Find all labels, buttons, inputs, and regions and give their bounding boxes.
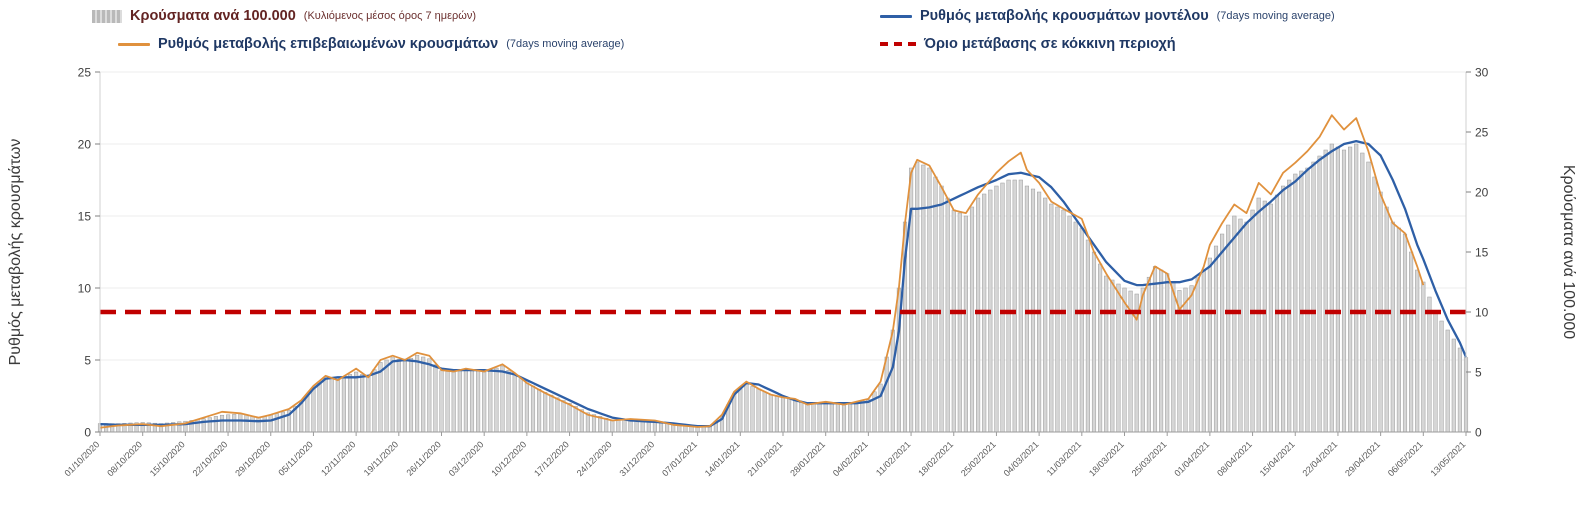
svg-text:06/05/2021: 06/05/2021 [1386, 439, 1425, 478]
svg-text:30: 30 [1475, 66, 1489, 80]
gridlines [100, 71, 1466, 433]
legend-item-threshold: Όριο μετάβασης σε κόκκινη περιοχή [880, 36, 1176, 52]
svg-text:29/10/2020: 29/10/2020 [233, 439, 272, 478]
svg-text:15: 15 [78, 210, 92, 224]
svg-text:17/12/2020: 17/12/2020 [532, 439, 571, 478]
svg-text:28/01/2021: 28/01/2021 [788, 439, 827, 478]
svg-text:15: 15 [1475, 246, 1489, 260]
legend-bars-sub: (Κυλιόμενος μέσος όρος 7 ημερών) [303, 10, 476, 22]
svg-text:15/10/2020: 15/10/2020 [148, 439, 187, 478]
svg-text:18/03/2021: 18/03/2021 [1087, 439, 1126, 478]
svg-text:25/02/2021: 25/02/2021 [959, 439, 998, 478]
right-axis-title: Κρούσματα ανά 100.000 [1560, 165, 1577, 339]
svg-text:20: 20 [1475, 186, 1489, 200]
legend-confirmed-sub: (7days moving average) [506, 38, 625, 50]
legend-threshold-label: Όριο μετάβασης σε κόκκινη περιοχή [924, 36, 1176, 52]
svg-text:25: 25 [1475, 126, 1489, 140]
svg-text:08/10/2020: 08/10/2020 [105, 439, 144, 478]
svg-text:29/04/2021: 29/04/2021 [1343, 439, 1382, 478]
svg-text:10: 10 [78, 282, 92, 296]
legend-item-confirmed: Ρυθμός μεταβολής επιβεβαιωμένων κρουσμάτ… [118, 36, 624, 52]
svg-text:01/10/2020: 01/10/2020 [62, 439, 101, 478]
legend-model-sub: (7days moving average) [1216, 10, 1335, 22]
svg-text:0: 0 [84, 426, 91, 440]
svg-text:04/03/2021: 04/03/2021 [1002, 439, 1041, 478]
legend-item-bars: Κρούσματα ανά 100.000 (Κυλιόμενος μέσος … [92, 8, 476, 24]
model-line-swatch-icon [880, 14, 912, 18]
confirmed-line-swatch-icon [118, 42, 150, 46]
svg-text:15/04/2021: 15/04/2021 [1258, 439, 1297, 478]
svg-text:21/01/2021: 21/01/2021 [745, 439, 784, 478]
legend-model-label: Ρυθμός μεταβολής κρουσμάτων μοντέλου [920, 8, 1209, 24]
legend-bars-label: Κρούσματα ανά 100.000 [130, 8, 296, 24]
svg-text:14/01/2021: 14/01/2021 [703, 439, 742, 478]
rate-lines-series [99, 114, 1468, 429]
svg-text:18/02/2021: 18/02/2021 [916, 439, 955, 478]
svg-text:10/12/2020: 10/12/2020 [489, 439, 528, 478]
legend-item-model: Ρυθμός μεταβολής κρουσμάτων μοντέλου (7d… [880, 8, 1335, 24]
svg-text:04/02/2021: 04/02/2021 [831, 439, 870, 478]
legend-confirmed-label: Ρυθμός μεταβολής επιβεβαιωμένων κρουσμάτ… [158, 36, 499, 52]
svg-text:25: 25 [78, 66, 92, 80]
svg-text:26/11/2020: 26/11/2020 [404, 439, 442, 477]
svg-text:24/12/2020: 24/12/2020 [575, 439, 614, 478]
svg-text:10: 10 [1475, 306, 1489, 320]
svg-text:03/12/2020: 03/12/2020 [447, 439, 486, 478]
svg-text:11/03/2021: 11/03/2021 [1045, 439, 1083, 477]
svg-text:22/04/2021: 22/04/2021 [1300, 439, 1339, 478]
left-axis-title: Ρυθμός μεταβολής κρουσμάτων [7, 139, 24, 366]
svg-text:0: 0 [1475, 426, 1482, 440]
legend: Κρούσματα ανά 100.000 (Κυλιόμενος μέσος … [0, 0, 1581, 64]
svg-text:13/05/2021: 13/05/2021 [1428, 439, 1467, 478]
svg-text:20: 20 [78, 138, 92, 152]
svg-text:11/02/2021: 11/02/2021 [874, 439, 912, 477]
svg-text:12/11/2020: 12/11/2020 [319, 439, 357, 477]
threshold-dash-swatch-icon [880, 42, 916, 46]
svg-text:31/12/2020: 31/12/2020 [617, 439, 656, 478]
svg-text:19/11/2020: 19/11/2020 [362, 439, 400, 477]
svg-text:5: 5 [84, 354, 91, 368]
bars-swatch-icon [92, 9, 122, 23]
svg-text:05/11/2020: 05/11/2020 [276, 439, 314, 477]
svg-text:01/04/2021: 01/04/2021 [1172, 439, 1211, 478]
svg-text:22/10/2020: 22/10/2020 [191, 439, 230, 478]
svg-text:5: 5 [1475, 366, 1482, 380]
svg-text:08/04/2021: 08/04/2021 [1215, 439, 1254, 478]
svg-text:07/01/2021: 07/01/2021 [660, 439, 699, 478]
svg-text:25/03/2021: 25/03/2021 [1130, 439, 1169, 478]
